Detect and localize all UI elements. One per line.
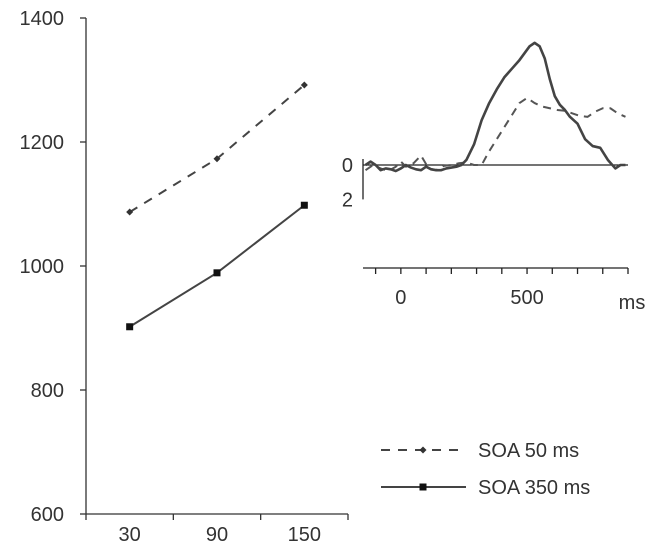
x-tick-label: 90	[206, 524, 228, 546]
inset-waveform-chart: 0 500 ms 0 2	[342, 41, 646, 314]
data-point-square	[213, 269, 221, 277]
y-tick-label: 1400	[20, 8, 65, 30]
y-tick-label: 1200	[20, 132, 65, 154]
data-point-square	[126, 323, 134, 331]
legend-marker-diamond	[419, 446, 427, 454]
data-point-diamond	[213, 155, 221, 163]
y-tick-label: 600	[31, 504, 64, 526]
legend-marker-square	[419, 483, 427, 491]
inset-series-line-2	[364, 41, 626, 173]
x-tick-label: 150	[288, 524, 321, 546]
series-line-1	[129, 84, 305, 213]
inset-y-tick-label: 0	[342, 155, 353, 177]
x-tick-label: 30	[119, 524, 141, 546]
data-point-square	[300, 201, 308, 209]
inset-x-tick-label: 0	[395, 287, 406, 309]
legend-entry-label: SOA 350 ms	[478, 477, 590, 499]
series-line-2	[129, 204, 305, 328]
data-point-diamond	[300, 81, 308, 89]
inset-x-tick-label: 500	[510, 287, 543, 309]
inset-x-axis-unit: ms	[619, 292, 646, 314]
y-tick-label: 800	[31, 380, 64, 402]
main-line-chart: 600 800 1000 1200 1400 30 90 150	[20, 8, 349, 546]
legend-entry-label: SOA 50 ms	[478, 440, 579, 462]
legend: SOA 50 ms SOA 350 ms	[381, 440, 590, 499]
data-point-diamond	[126, 208, 134, 216]
inset-y-tick-label: 2	[342, 189, 353, 211]
inset-series-line-1	[364, 96, 626, 173]
y-tick-label: 1000	[20, 256, 65, 278]
